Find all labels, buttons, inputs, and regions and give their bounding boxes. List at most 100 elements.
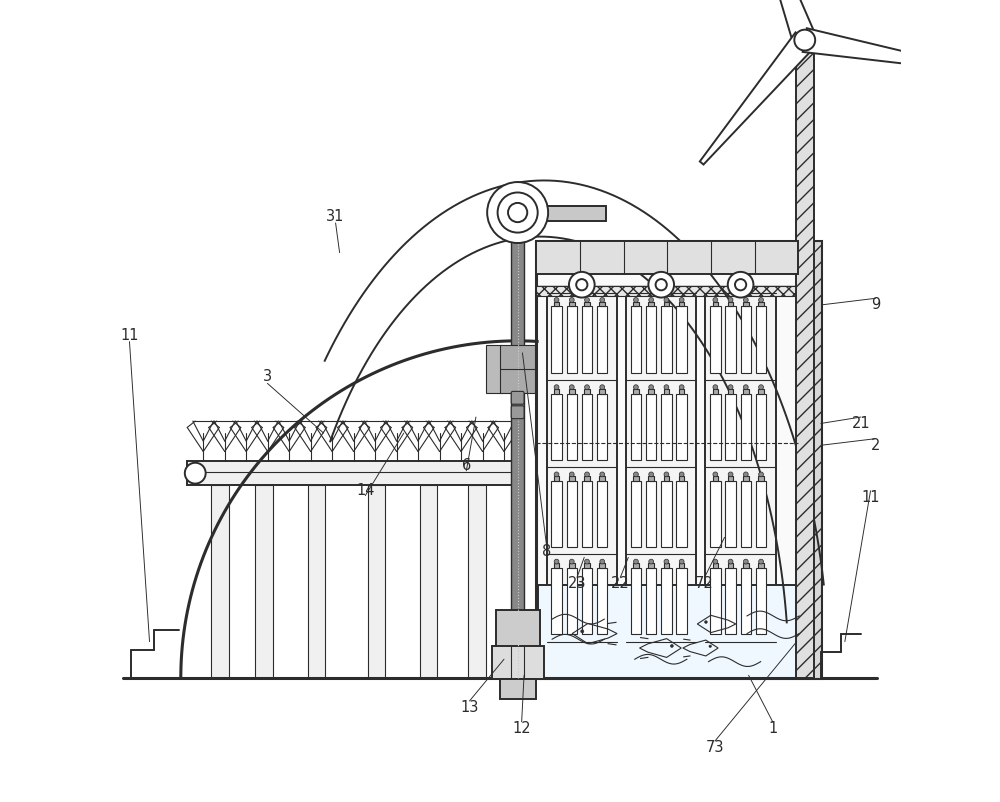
Circle shape xyxy=(634,385,638,390)
Circle shape xyxy=(705,621,707,623)
Circle shape xyxy=(569,298,574,302)
Bar xyxy=(756,480,766,547)
Circle shape xyxy=(728,472,733,476)
Bar xyxy=(743,476,749,480)
Circle shape xyxy=(600,559,605,564)
Circle shape xyxy=(679,472,684,476)
Circle shape xyxy=(713,472,718,476)
Bar xyxy=(551,568,562,634)
Bar xyxy=(597,394,607,460)
Circle shape xyxy=(649,472,654,476)
Bar xyxy=(554,389,559,394)
Bar xyxy=(599,563,605,568)
Bar xyxy=(798,241,821,678)
Bar xyxy=(554,563,559,568)
Circle shape xyxy=(713,298,718,302)
Circle shape xyxy=(664,559,669,564)
Bar xyxy=(492,646,544,679)
Bar xyxy=(536,241,821,678)
Circle shape xyxy=(649,298,654,302)
Text: 73: 73 xyxy=(706,740,724,755)
Bar xyxy=(511,241,524,678)
Bar xyxy=(710,394,721,460)
Circle shape xyxy=(743,472,748,476)
Circle shape xyxy=(728,272,753,298)
Bar xyxy=(631,394,641,460)
Circle shape xyxy=(735,279,746,290)
Bar xyxy=(741,568,751,634)
FancyBboxPatch shape xyxy=(511,391,524,404)
Bar xyxy=(758,389,764,394)
Circle shape xyxy=(498,192,538,233)
Bar xyxy=(725,306,736,373)
Text: 23: 23 xyxy=(568,577,586,591)
Bar xyxy=(631,480,641,547)
Bar xyxy=(551,306,562,373)
Circle shape xyxy=(759,559,763,564)
Circle shape xyxy=(728,559,733,564)
Circle shape xyxy=(569,385,574,390)
Circle shape xyxy=(713,385,718,390)
Bar xyxy=(646,568,656,634)
Bar xyxy=(496,610,540,650)
Circle shape xyxy=(709,645,711,647)
Bar xyxy=(551,394,562,460)
Bar xyxy=(631,568,641,634)
Circle shape xyxy=(794,30,815,51)
Text: 8: 8 xyxy=(542,545,551,559)
Bar xyxy=(486,345,502,393)
Bar xyxy=(582,394,592,460)
Bar xyxy=(518,206,606,221)
Bar xyxy=(187,461,512,485)
Bar xyxy=(420,485,437,678)
Circle shape xyxy=(569,272,595,298)
Bar xyxy=(679,563,684,568)
Bar xyxy=(536,286,798,296)
Polygon shape xyxy=(700,32,814,164)
Circle shape xyxy=(679,559,684,564)
Bar xyxy=(547,293,617,642)
Bar xyxy=(646,480,656,547)
Bar xyxy=(725,480,736,547)
Bar xyxy=(599,302,605,306)
Bar xyxy=(705,293,776,642)
Bar xyxy=(743,389,749,394)
Polygon shape xyxy=(803,28,963,71)
Bar xyxy=(713,563,718,568)
Bar xyxy=(646,394,656,460)
Bar xyxy=(633,563,639,568)
Bar xyxy=(597,568,607,634)
Bar xyxy=(728,302,733,306)
Bar xyxy=(661,306,672,373)
Bar xyxy=(597,306,607,373)
Text: 12: 12 xyxy=(512,721,531,735)
Bar xyxy=(728,389,733,394)
FancyBboxPatch shape xyxy=(511,406,524,419)
Circle shape xyxy=(634,559,638,564)
Circle shape xyxy=(554,472,559,476)
Bar xyxy=(646,306,656,373)
Bar xyxy=(468,485,486,678)
Text: 11: 11 xyxy=(861,490,880,504)
Bar xyxy=(569,389,575,394)
Circle shape xyxy=(670,645,673,647)
Circle shape xyxy=(585,472,589,476)
Text: 1: 1 xyxy=(768,721,777,735)
Bar xyxy=(551,480,562,547)
Bar xyxy=(567,480,577,547)
Circle shape xyxy=(664,385,669,390)
Bar xyxy=(741,480,751,547)
Text: 6: 6 xyxy=(462,458,471,472)
Bar xyxy=(648,302,654,306)
Bar xyxy=(728,563,733,568)
Circle shape xyxy=(759,472,763,476)
Bar xyxy=(713,302,718,306)
Circle shape xyxy=(759,385,763,390)
Bar xyxy=(569,302,575,306)
Bar xyxy=(538,585,798,678)
Circle shape xyxy=(508,203,527,222)
Circle shape xyxy=(554,559,559,564)
Bar xyxy=(633,302,639,306)
Bar xyxy=(661,480,672,547)
Bar xyxy=(679,302,684,306)
